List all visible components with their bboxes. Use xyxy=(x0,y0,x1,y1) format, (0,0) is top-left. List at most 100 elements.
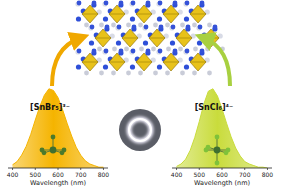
atom xyxy=(157,16,162,21)
atom xyxy=(138,71,143,76)
x-axis-label: Wavelength (nm) xyxy=(30,179,86,187)
x-tick-label: 600 xyxy=(216,171,228,178)
atom xyxy=(197,40,202,45)
atom xyxy=(102,1,107,6)
photo xyxy=(119,109,161,151)
glowing-ring xyxy=(129,119,151,141)
octahedron xyxy=(190,53,206,71)
x-tick-label: 500 xyxy=(194,171,206,178)
octahedron xyxy=(109,5,125,23)
atom xyxy=(215,161,220,166)
atom xyxy=(50,147,57,154)
octahedron-edge xyxy=(163,62,179,63)
atom xyxy=(117,25,122,30)
atom xyxy=(153,23,158,28)
x-tick-label: 400 xyxy=(171,171,183,178)
atom xyxy=(77,49,82,54)
arrow xyxy=(52,38,80,86)
x-tick-label: 800 xyxy=(262,171,274,178)
atom xyxy=(213,25,218,30)
atom xyxy=(146,1,151,6)
octahedron-edge xyxy=(163,14,179,15)
atom xyxy=(131,49,136,54)
atom xyxy=(151,47,156,52)
octahedron-edge xyxy=(176,38,192,39)
atom xyxy=(171,25,176,30)
octahedron xyxy=(136,5,152,23)
atom xyxy=(131,1,136,6)
atom xyxy=(97,47,102,52)
atom xyxy=(165,71,170,76)
atom xyxy=(170,40,175,45)
atom xyxy=(180,71,185,76)
atom xyxy=(103,64,108,69)
atom xyxy=(92,49,97,54)
atom xyxy=(192,71,197,76)
atom xyxy=(158,1,163,6)
atom xyxy=(165,23,170,28)
atom xyxy=(75,1,80,6)
octahedron xyxy=(163,53,179,71)
octahedron-edge xyxy=(109,62,125,63)
atom xyxy=(214,147,221,154)
atom xyxy=(173,49,178,54)
x-tick-label: 700 xyxy=(239,171,251,178)
atom xyxy=(158,49,163,54)
atom xyxy=(129,49,134,54)
octahedron xyxy=(122,29,138,47)
atom xyxy=(84,23,89,28)
atom xyxy=(169,25,174,30)
atom xyxy=(84,71,89,76)
spectrum-line xyxy=(177,89,268,168)
plot-area xyxy=(13,89,104,168)
atom xyxy=(92,1,97,6)
octahedron xyxy=(176,29,192,47)
atom xyxy=(132,25,137,30)
atom xyxy=(196,25,201,30)
atom xyxy=(51,135,56,140)
atom xyxy=(200,1,205,6)
atom xyxy=(130,16,135,21)
spectrum-chart: 400500600700800Wavelength (nm)[SnBr₅]³⁻ xyxy=(7,89,110,187)
atom xyxy=(185,49,190,54)
atom xyxy=(224,150,229,155)
annotation: [SnCl₆]⁴⁻ xyxy=(195,103,234,112)
atom xyxy=(166,47,171,52)
atom xyxy=(102,49,107,54)
octahedron xyxy=(82,53,98,71)
atom xyxy=(90,25,95,30)
atom xyxy=(157,64,162,69)
arrow xyxy=(204,38,230,86)
octahedron-edge xyxy=(109,14,125,15)
atom xyxy=(112,47,117,52)
atom xyxy=(192,23,197,28)
atom xyxy=(159,25,164,30)
atom xyxy=(180,23,185,28)
crystal-structure xyxy=(75,1,225,76)
atom xyxy=(183,49,188,54)
octahedron-edge xyxy=(82,14,98,15)
octahedron-edge xyxy=(190,14,206,15)
atom xyxy=(89,40,94,45)
atom xyxy=(126,23,131,28)
atom xyxy=(183,1,188,6)
atom xyxy=(156,1,161,6)
atom xyxy=(115,25,120,30)
atom xyxy=(186,25,191,30)
atom xyxy=(76,64,81,69)
x-axis-label: Wavelength (nm) xyxy=(194,179,250,187)
atom xyxy=(153,71,158,76)
spectrum-line xyxy=(13,89,104,167)
atom xyxy=(184,64,189,69)
octahedron-edge xyxy=(95,38,111,39)
atom xyxy=(42,150,47,155)
atom xyxy=(124,47,129,52)
atom xyxy=(207,23,212,28)
atom xyxy=(198,25,203,30)
octahedron xyxy=(109,53,125,71)
atom xyxy=(207,71,212,76)
atom xyxy=(119,49,124,54)
glowing-ring xyxy=(129,119,151,141)
x-tick-label: 500 xyxy=(30,171,42,178)
spectrum-area xyxy=(177,89,268,168)
